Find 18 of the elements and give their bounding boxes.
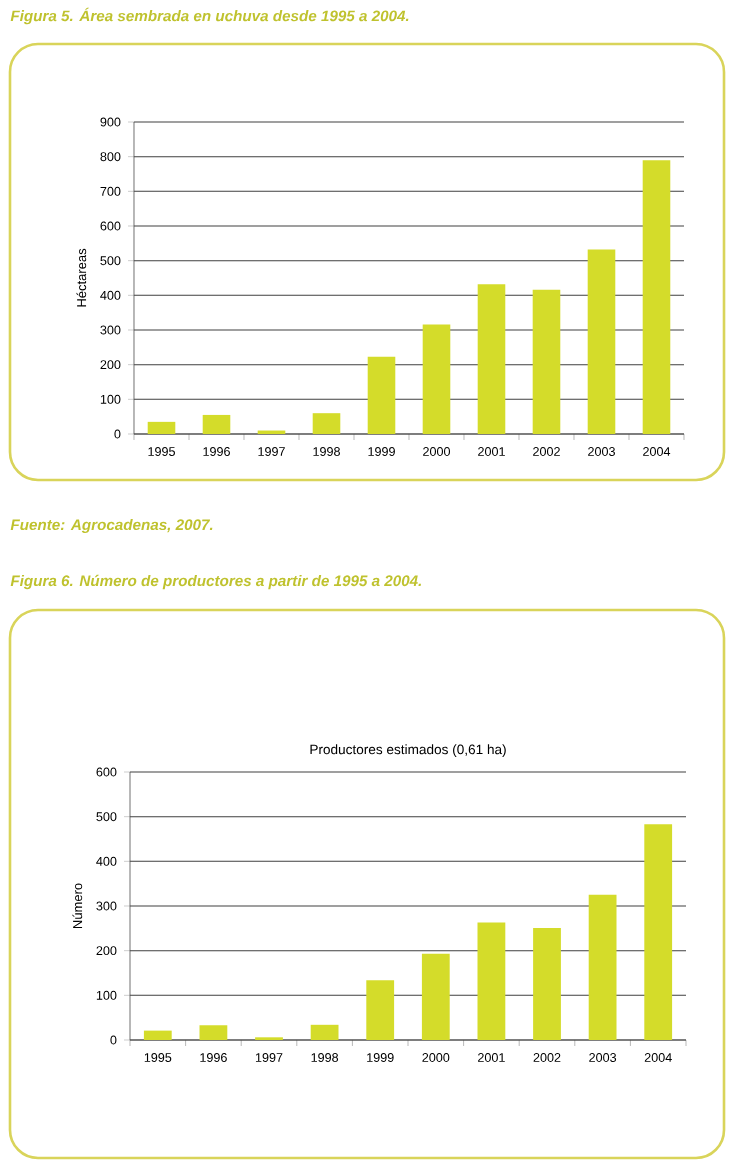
bar	[421, 953, 450, 1040]
bar	[147, 421, 176, 434]
bar	[477, 922, 506, 1040]
bar	[199, 1025, 228, 1040]
bar	[143, 1030, 172, 1040]
bar	[588, 894, 617, 1040]
bar	[310, 1024, 339, 1040]
bar	[587, 249, 616, 434]
bar	[533, 927, 561, 1040]
bar	[367, 356, 396, 434]
bar	[366, 980, 395, 1040]
bar	[422, 324, 451, 434]
bar	[532, 289, 561, 434]
bar	[644, 824, 673, 1040]
bar	[202, 414, 231, 434]
bar	[642, 160, 671, 434]
bar	[312, 413, 341, 434]
bar	[477, 284, 506, 434]
